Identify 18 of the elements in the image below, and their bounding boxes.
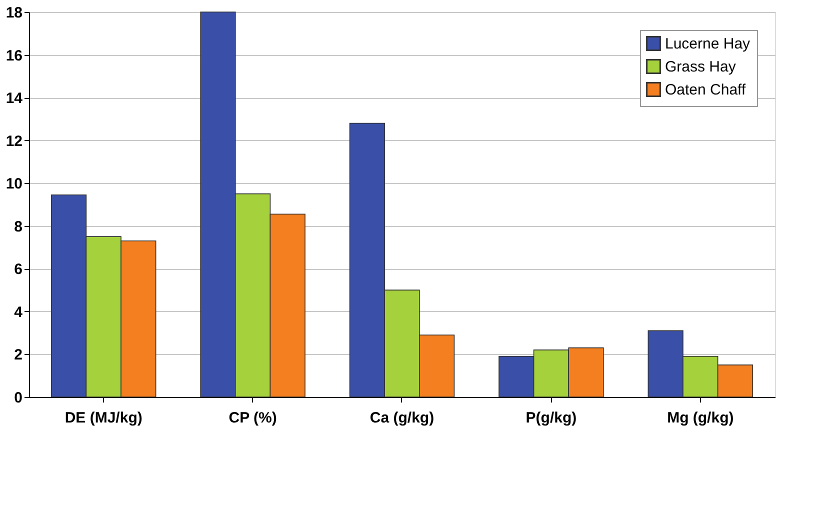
legend-label: Lucerne Hay — [665, 36, 751, 52]
y-tick-label: 6 — [14, 261, 22, 278]
legend-label: Grass Hay — [665, 58, 736, 76]
y-tick-label: 8 — [14, 218, 22, 236]
legend-label: Oaten Chaff — [665, 82, 746, 98]
x-tick-label: P(g/kg) — [526, 410, 577, 426]
y-tick-label: 4 — [14, 304, 24, 321]
x-tick-label: Ca (g/kg) — [370, 410, 434, 426]
y-tick-label: 16 — [6, 47, 22, 64]
x-tick-label: DE (MJ/kg) — [64, 410, 142, 426]
y-tick-label: 0 — [14, 390, 22, 406]
y-tick-label: 2 — [14, 346, 22, 364]
y-tick-label: 10 — [6, 176, 22, 193]
y-tick-label: 18 — [6, 4, 22, 22]
x-tick-label: CP (%) — [228, 410, 277, 426]
y-tick-label: 12 — [6, 132, 22, 150]
x-tick-label: Mg (g/kg) — [667, 410, 734, 426]
y-tick-label: 14 — [6, 90, 24, 108]
